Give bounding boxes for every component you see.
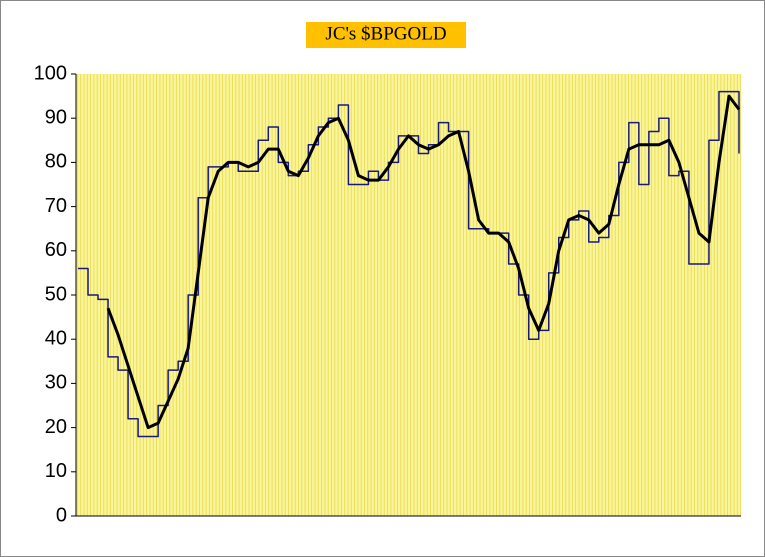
title-background [306,22,466,48]
grid-lines [76,74,741,516]
y-tick-label: 70 [45,195,67,217]
chart-title: JC's $BPGOLD [325,23,446,44]
y-tick-label: 40 [45,327,67,349]
y-tick-label: 90 [45,106,67,128]
y-tick-label: 10 [45,460,67,482]
y-tick-label: 60 [45,239,67,261]
y-tick-label: 50 [45,283,67,305]
line-series [106,94,741,430]
y-tick-label: 0 [56,504,67,526]
y-tick-label: 20 [45,416,67,438]
y-tick-label: 100 [34,62,67,84]
y-tick-label: 30 [45,372,67,394]
y-tick-label: 80 [45,151,67,173]
